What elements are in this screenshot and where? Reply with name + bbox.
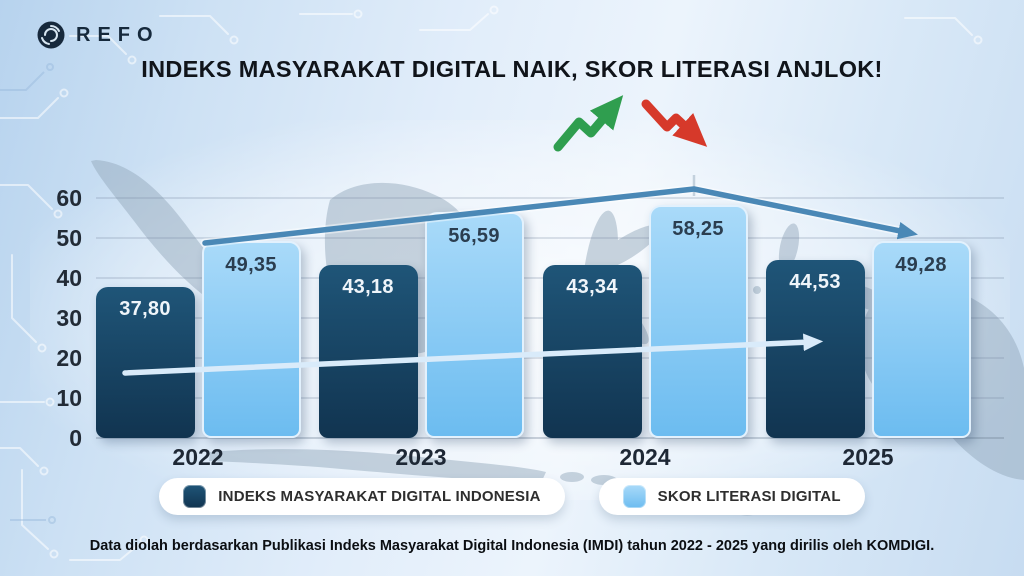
legend-item-literasi: SKOR LITERASI DIGITAL bbox=[598, 478, 865, 515]
legend-item-imdi: INDEKS MASYARAKAT DIGITAL INDONESIA bbox=[159, 478, 565, 515]
legend-label-literasi: SKOR LITERASI DIGITAL bbox=[657, 488, 841, 505]
chart-legend: INDEKS MASYARAKAT DIGITAL INDONESIA SKOR… bbox=[0, 478, 1024, 515]
brand-header: REFO bbox=[36, 20, 160, 50]
refo-logo-icon bbox=[37, 21, 65, 49]
page-title: INDEKS MASYARAKAT DIGITAL NAIK, SKOR LIT… bbox=[141, 56, 883, 82]
brand-name: REFO bbox=[76, 23, 160, 46]
literasi-color-swatch bbox=[622, 485, 646, 508]
legend-label-imdi: INDEKS MASYARAKAT DIGITAL INDONESIA bbox=[218, 488, 541, 505]
imdi-color-swatch bbox=[183, 485, 207, 508]
chart-backdrop-glow bbox=[30, 120, 1010, 500]
source-note: Data diolah berdasarkan Publikasi Indeks… bbox=[89, 538, 935, 554]
